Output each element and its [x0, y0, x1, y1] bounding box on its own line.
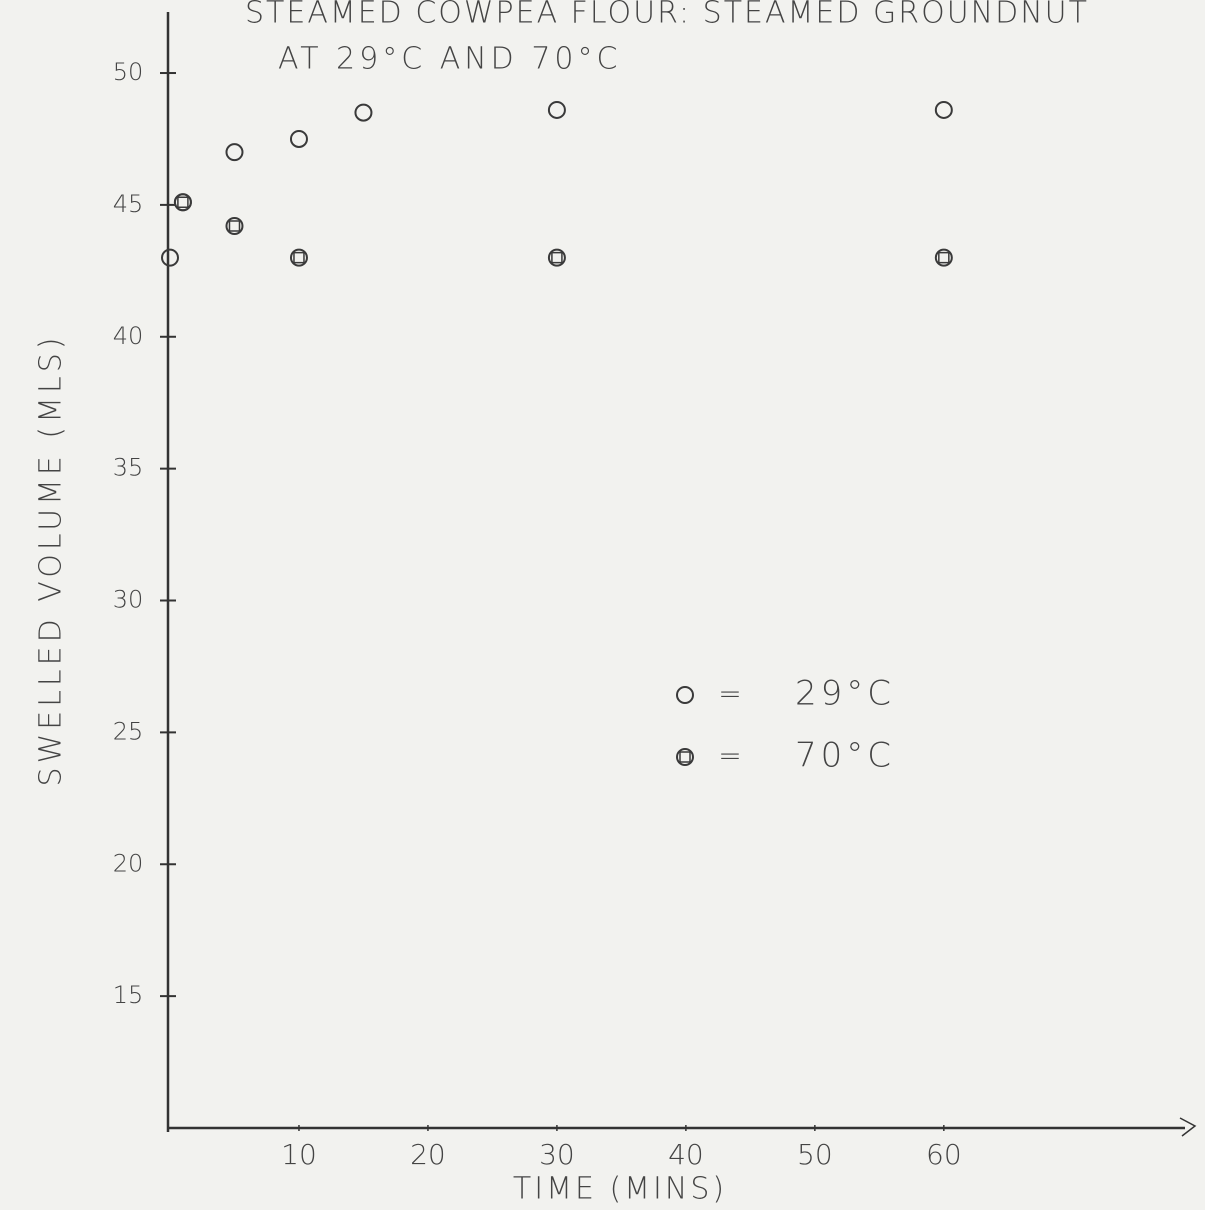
x-tick-label: 50: [797, 1138, 833, 1171]
y-tick-label: 15: [113, 981, 144, 1009]
x-tick-label: 60: [926, 1138, 962, 1171]
x-axis-label: TIME (MINS): [513, 1172, 727, 1207]
y-tick-label: 20: [113, 849, 144, 877]
page: STEAMED COWPEA FLOUR: STEAMED GROUNDNUT …: [0, 0, 1205, 1210]
y-tick-label: 40: [113, 322, 144, 350]
legend-label: 70°C: [795, 736, 895, 776]
x-tick-label: 30: [539, 1138, 575, 1171]
y-axis-label: SWELLED VOLUME (MLS): [34, 334, 69, 787]
x-tick-label: 10: [281, 1138, 317, 1171]
legend-separator: =: [718, 739, 741, 772]
x-tick-label: 40: [668, 1138, 704, 1171]
legend-separator: =: [718, 677, 741, 710]
chart-subtitle: AT 29°C AND 70°C: [278, 42, 621, 77]
y-tick-label: 50: [113, 58, 144, 86]
chart: STEAMED COWPEA FLOUR: STEAMED GROUNDNUT …: [0, 0, 1205, 1210]
y-tick-label: 45: [113, 190, 144, 218]
y-tick-label: 25: [113, 717, 144, 745]
legend-label: 29°C: [795, 674, 895, 714]
background: [0, 0, 1205, 1210]
y-tick-label: 30: [113, 586, 144, 614]
y-tick-label: 35: [113, 454, 144, 482]
chart-title: STEAMED COWPEA FLOUR: STEAMED GROUNDNUT: [245, 0, 1089, 31]
x-tick-label: 20: [410, 1138, 446, 1171]
